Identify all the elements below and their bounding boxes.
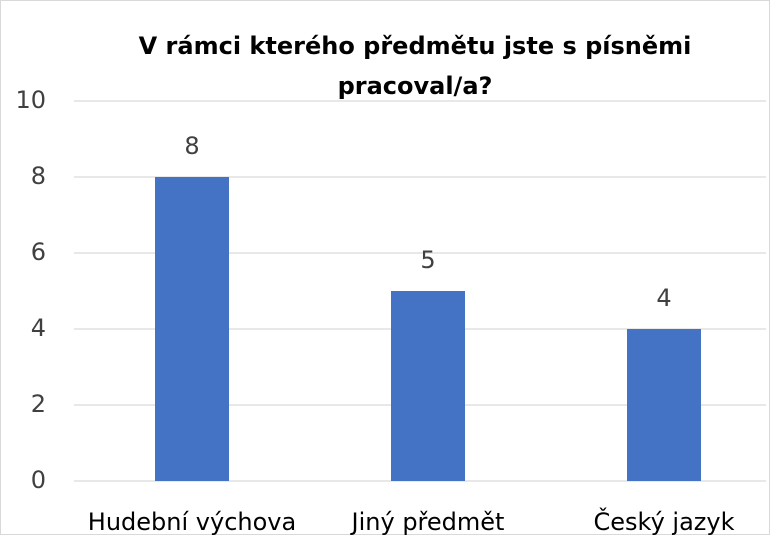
- bar: [627, 329, 701, 481]
- y-tick-label: 2: [31, 390, 46, 418]
- bar: [155, 177, 229, 481]
- y-tick-label: 6: [31, 238, 46, 266]
- y-tick-label: 4: [31, 314, 46, 342]
- x-tick-label: Jiný předmět: [350, 508, 505, 535]
- chart-title: V rámci kterého předmětu jste s písněmi …: [138, 32, 692, 100]
- x-tick-label: Hudební výchova: [88, 508, 296, 535]
- data-label: 4: [656, 284, 671, 312]
- x-tick-label: Český jazyk: [594, 506, 735, 535]
- y-tick-label: 10: [15, 86, 46, 114]
- data-label: 5: [420, 246, 435, 274]
- bar: [391, 291, 465, 481]
- y-tick-label: 0: [31, 466, 46, 494]
- data-label: 8: [184, 132, 199, 160]
- y-tick-label: 8: [31, 162, 46, 190]
